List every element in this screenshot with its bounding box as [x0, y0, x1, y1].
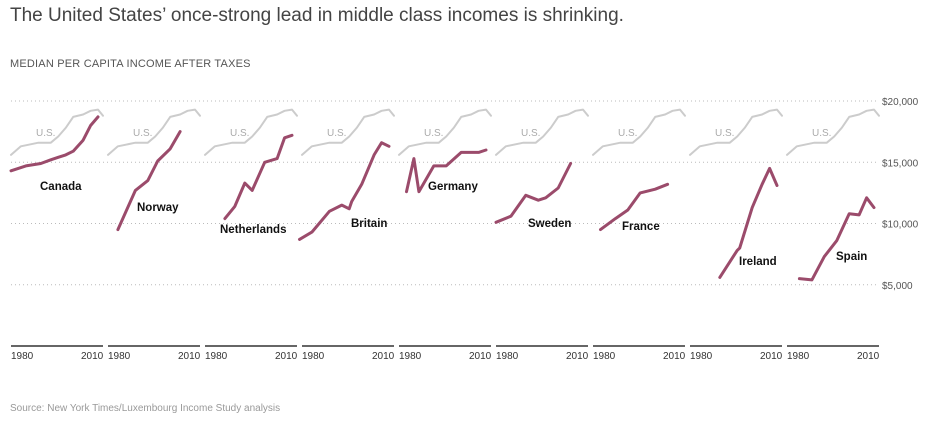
x-tick-label: 2010 — [566, 351, 589, 362]
y-tick-label: $10,000 — [882, 220, 919, 231]
country-series-line — [116, 130, 182, 232]
country-series-line — [494, 162, 573, 224]
x-tick-label: 1980 — [399, 351, 422, 362]
x-tick-label: 2010 — [178, 351, 201, 362]
us-series-label: U.S. — [715, 128, 734, 139]
us-series-label: U.S. — [133, 128, 152, 139]
us-series-line — [495, 108, 589, 156]
y-tick-label: $5,000 — [882, 281, 913, 292]
x-tick-label: 1980 — [496, 351, 519, 362]
us-series-label: U.S. — [521, 128, 540, 139]
x-tick-label: 1980 — [787, 351, 810, 362]
us-series-line — [398, 108, 492, 156]
x-tick-label: 2010 — [760, 351, 783, 362]
us-series-label: U.S. — [230, 128, 249, 139]
x-tick-label: 2010 — [81, 351, 104, 362]
us-series-line — [301, 108, 395, 156]
us-series-label: U.S. — [812, 128, 831, 139]
panel-ireland: U.S. Ireland 1980 2010 — [689, 108, 783, 362]
country-series-line — [718, 166, 779, 279]
us-series-line — [592, 108, 686, 156]
panel-britain: U.S. Britain 1980 2010 — [298, 108, 395, 362]
country-label: Ireland — [739, 256, 777, 268]
x-tick-label: 1980 — [205, 351, 228, 362]
us-series-line — [689, 108, 783, 156]
country-series-line — [9, 115, 100, 173]
panel-netherlands: U.S. Netherlands 1980 2010 — [204, 108, 298, 362]
x-tick-label: 1980 — [108, 351, 131, 362]
x-tick-label: 2010 — [275, 351, 298, 362]
country-series-line — [797, 196, 876, 282]
country-label: France — [622, 221, 660, 233]
panel-france: U.S. France 1980 2010 — [592, 108, 686, 362]
us-series-line — [107, 108, 201, 156]
x-tick-label: 2010 — [469, 351, 492, 362]
x-tick-label: 2010 — [857, 351, 880, 362]
country-series-line — [223, 133, 294, 221]
country-label: Sweden — [528, 218, 571, 230]
country-series-line — [405, 148, 488, 194]
x-tick-label: 1980 — [11, 351, 34, 362]
y-tick-label: $20,000 — [882, 97, 919, 108]
x-tick-label: 1980 — [690, 351, 713, 362]
us-series-label: U.S. — [618, 128, 637, 139]
country-label: Netherlands — [220, 224, 286, 236]
x-tick-label: 1980 — [302, 351, 325, 362]
country-label: Germany — [428, 181, 478, 193]
us-series-line — [204, 108, 298, 156]
page-title: The United States’ once-strong lead in m… — [10, 5, 624, 26]
panel-germany: U.S. Germany 1980 2010 — [398, 108, 492, 362]
country-label: Britain — [351, 218, 387, 230]
country-label: Canada — [40, 181, 82, 193]
panel-norway: U.S. Norway 1980 2010 — [107, 108, 201, 362]
country-series-line — [599, 182, 670, 232]
y-tick-label: $15,000 — [882, 158, 919, 169]
source-note: Source: New York Times/Luxembourg Income… — [10, 403, 281, 414]
us-series-label: U.S. — [424, 128, 443, 139]
country-label: Spain — [836, 251, 867, 263]
country-series-line — [298, 141, 391, 241]
us-series-line — [786, 108, 880, 156]
country-label: Norway — [137, 202, 179, 214]
chart-subtitle: MEDIAN PER CAPITA INCOME AFTER TAXES — [10, 58, 251, 70]
x-tick-label: 2010 — [663, 351, 686, 362]
us-series-label: U.S. — [327, 128, 346, 139]
x-tick-label: 2010 — [372, 351, 395, 362]
panel-canada: U.S. Canada 1980 2010 — [9, 108, 104, 362]
us-series-line — [10, 108, 104, 156]
panel-spain: U.S. Spain 1980 2010 — [786, 108, 880, 362]
us-series-label: U.S. — [36, 128, 55, 139]
panel-sweden: U.S. Sweden 1980 2010 — [494, 108, 589, 362]
x-tick-label: 1980 — [593, 351, 616, 362]
